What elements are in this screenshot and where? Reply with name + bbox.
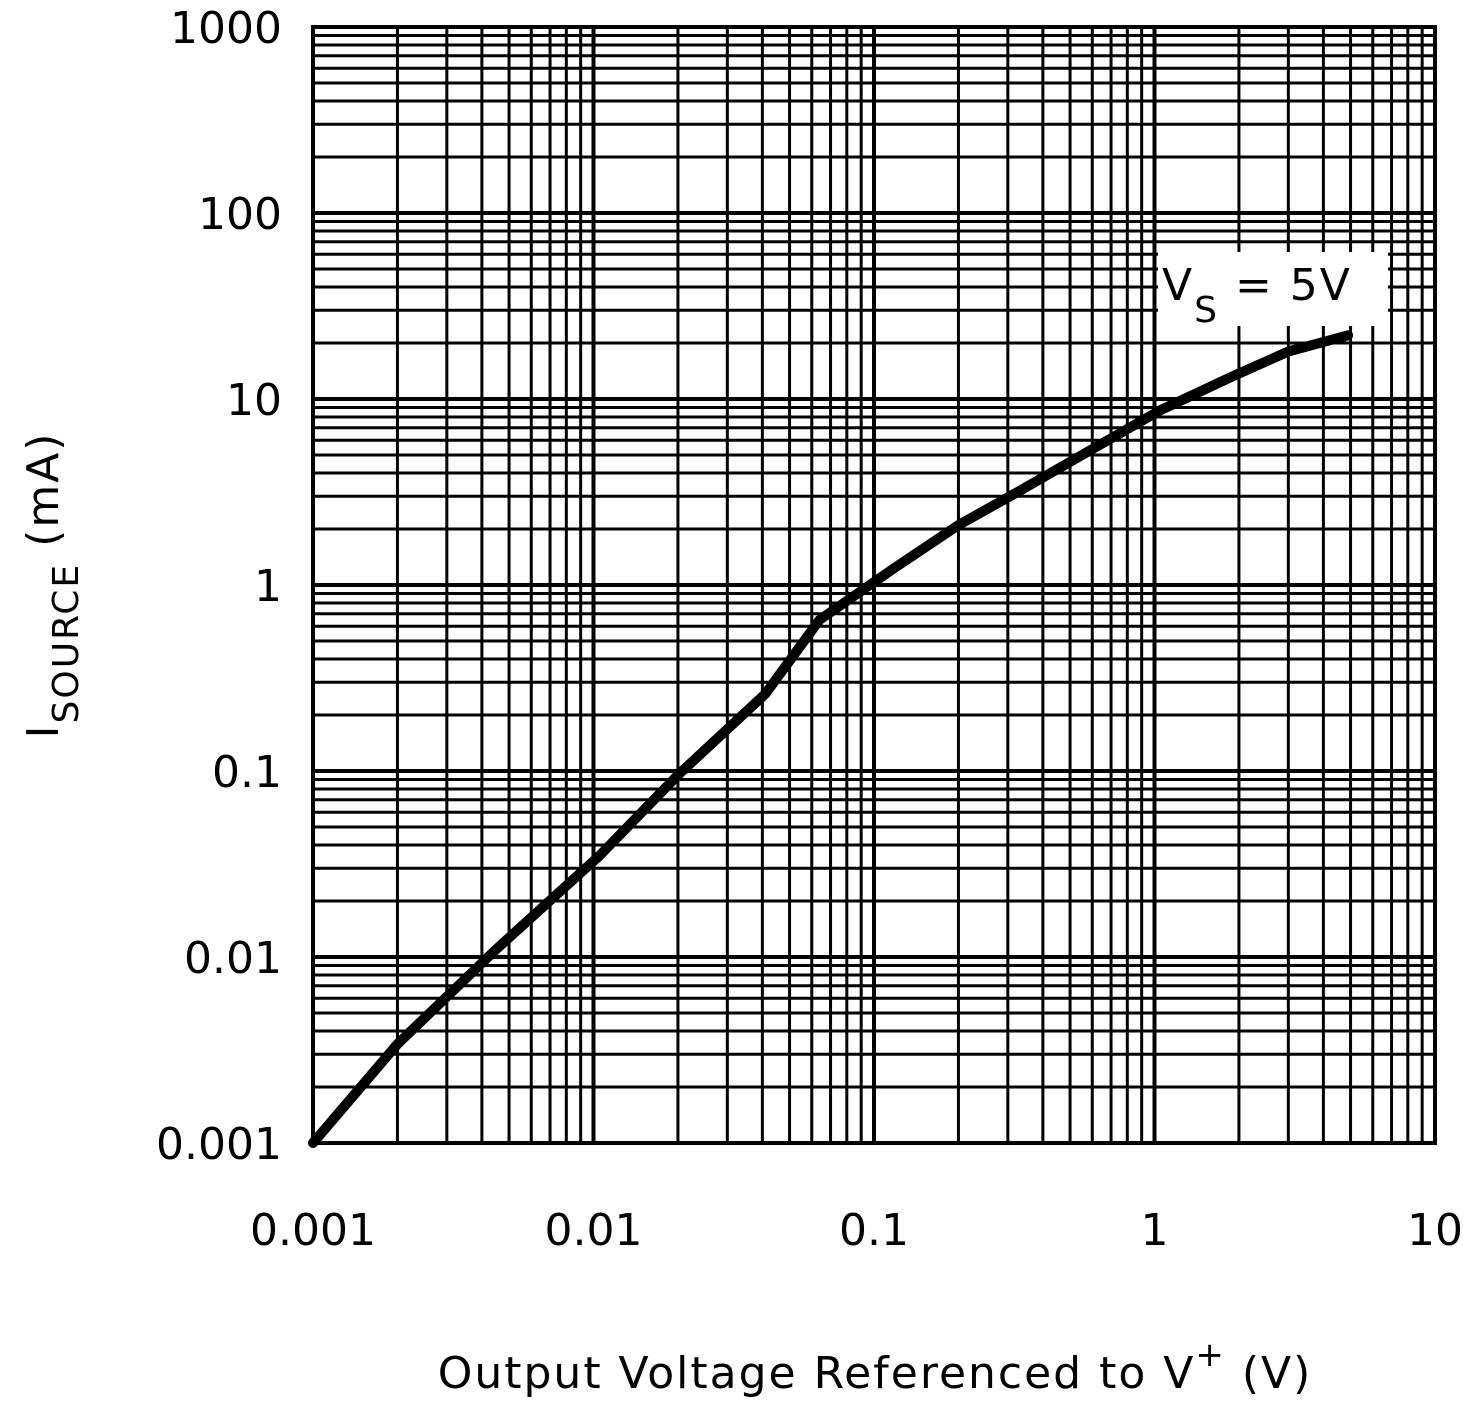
- y-tick-label: 10: [226, 375, 282, 426]
- curve-layer: [308, 330, 1354, 1148]
- series-line: [308, 330, 1354, 1148]
- x-tick-label: 0.1: [839, 1205, 909, 1256]
- y-tick-label: 100: [198, 189, 282, 240]
- y-axis-label: ISOURCE (mA): [18, 432, 87, 739]
- annotation: VS = 5V: [1158, 252, 1388, 331]
- y-tick-label: 0.1: [212, 747, 282, 798]
- annotation-text: VS = 5V: [1162, 260, 1352, 331]
- y-tick-label: 1: [254, 561, 282, 612]
- plot-frame: [311, 25, 1437, 1145]
- x-tick-label: 0.001: [250, 1205, 376, 1256]
- y-tick-label: 0.01: [184, 933, 282, 984]
- y-tick-labels: 0.001 0.01 0.1 1 10 100 1000: [156, 3, 282, 1170]
- grid: [311, 25, 1437, 1145]
- y-tick-label: 0.001: [156, 1119, 282, 1170]
- annotation-background: [1158, 252, 1388, 326]
- x-tick-label: 0.01: [545, 1205, 643, 1256]
- x-tick-label: 1: [1141, 1205, 1169, 1256]
- x-tick-labels: 0.001 0.01 0.1 1 10: [250, 1205, 1463, 1256]
- x-tick-label: 10: [1407, 1205, 1463, 1256]
- x-axis-label: Output Voltage Referenced to V+ (V): [438, 1335, 1313, 1399]
- y-tick-label: 1000: [170, 3, 282, 54]
